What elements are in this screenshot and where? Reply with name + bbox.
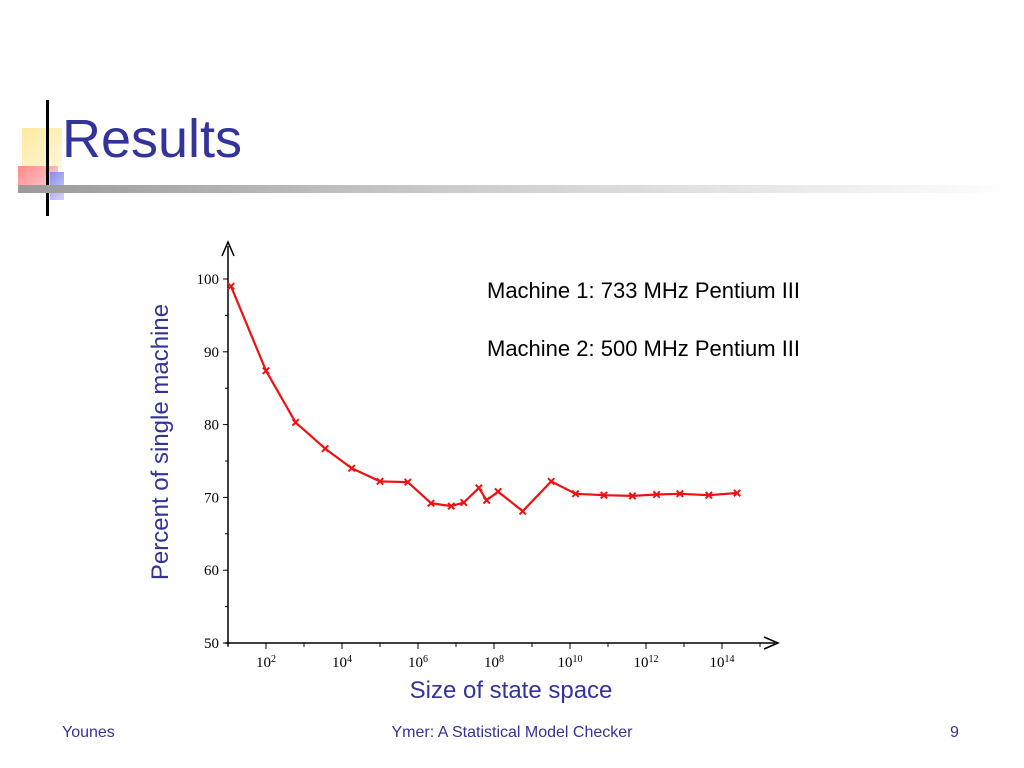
series-line [229, 285, 738, 513]
data-point-marker [459, 498, 468, 507]
data-point-marker [494, 487, 502, 496]
y-tick-label: 100 [197, 272, 220, 288]
data-point-marker [652, 490, 661, 499]
data-point-marker [227, 282, 235, 291]
data-point-marker [571, 489, 580, 498]
x-axis-label: Size of state space [410, 677, 613, 704]
x-tick-label: 1014 [710, 654, 735, 672]
y-tick-label: 60 [204, 563, 219, 579]
data-point-marker [427, 499, 435, 508]
y-tick-label: 70 [204, 490, 219, 506]
y-axis-label: Percent of single machine [147, 304, 174, 580]
data-point-marker [628, 492, 637, 500]
data-point-marker [599, 491, 608, 500]
x-tick-label: 106 [408, 654, 428, 672]
data-point-marker [675, 489, 684, 498]
data-point-marker [376, 477, 384, 486]
data-point-marker [547, 477, 556, 486]
x-axis-arrow [763, 636, 780, 650]
data-point-marker [403, 478, 412, 487]
data-point-marker [291, 418, 300, 427]
machine-note-2: Machine 2: 500 MHz Pentium III [487, 336, 801, 361]
data-point-marker [482, 496, 491, 505]
data-point-marker [321, 444, 330, 453]
y-axis-ticks: 50 60 70 80 90 100 [197, 272, 228, 652]
x-tick-label: 102 [256, 654, 276, 672]
x-axis-ticks: 102 104 106 108 1010 1012 1014 [227, 643, 761, 672]
accent-vertical-line [46, 100, 49, 216]
x-tick-label: 1010 [558, 654, 583, 672]
x-tick-label: 1012 [634, 654, 659, 672]
y-tick-label: 50 [204, 636, 219, 652]
data-point-marker [518, 507, 527, 516]
data-point-marker [474, 484, 483, 492]
data-series [227, 282, 742, 516]
machine-note-1: Machine 1: 733 MHz Pentium III [487, 278, 801, 303]
data-point-marker [262, 366, 270, 375]
accent-yellow-square [22, 128, 62, 168]
y-tick-label: 90 [204, 345, 219, 361]
title-accent-decoration [0, 0, 70, 220]
footer-author: Younes [62, 724, 115, 741]
title-underline-rule [18, 185, 1018, 193]
footer-presentation-title: Ymer: A Statistical Model Checker [391, 724, 633, 741]
slide-title: Results [62, 109, 243, 169]
x-tick-label: 104 [332, 654, 352, 672]
chart-axes [221, 240, 780, 650]
footer-page-number: 9 [950, 724, 959, 741]
data-point-marker [733, 489, 742, 497]
y-axis-arrow [221, 240, 235, 257]
data-point-marker [347, 464, 356, 473]
y-tick-label: 80 [204, 418, 219, 434]
x-tick-label: 108 [484, 654, 504, 672]
data-point-marker [704, 491, 713, 500]
data-point-marker [447, 502, 456, 511]
